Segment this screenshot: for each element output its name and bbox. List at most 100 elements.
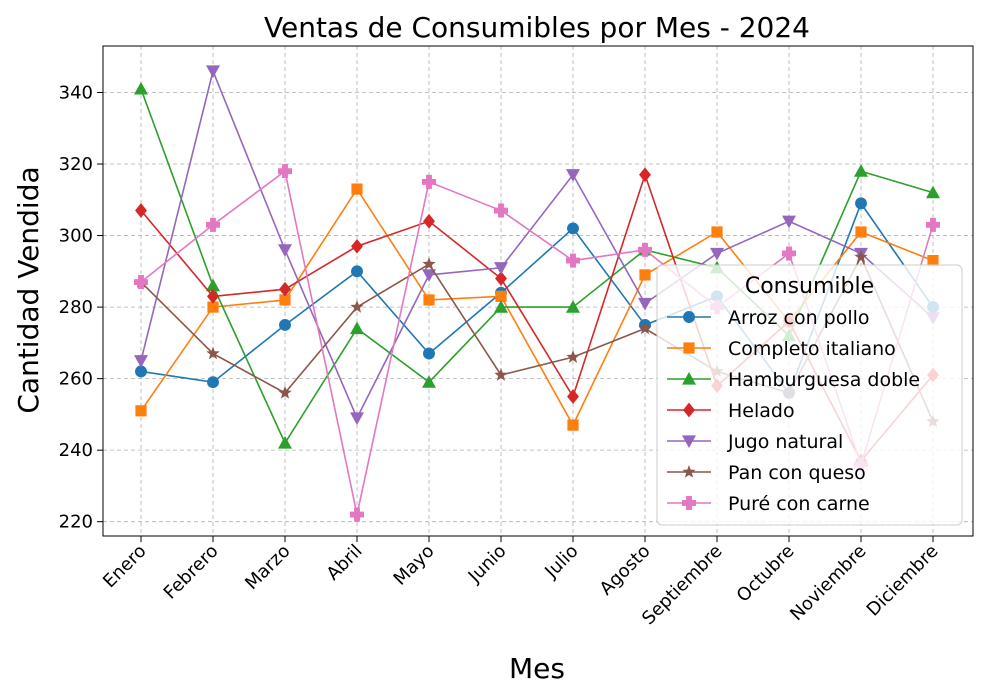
data-point	[926, 217, 940, 232]
data-point	[279, 319, 291, 331]
x-tick-label: Mayo	[390, 541, 439, 590]
legend-item: Pan con queso	[667, 462, 866, 484]
data-point	[782, 246, 796, 261]
x-tick-label: Agosto	[596, 541, 655, 600]
legend-marker	[682, 435, 696, 448]
y-tick-label: 340	[59, 82, 93, 103]
data-point	[566, 169, 580, 182]
plot-frame	[102, 45, 974, 537]
data-point	[422, 269, 436, 282]
data-point	[135, 203, 147, 218]
data-point	[926, 185, 940, 199]
data-point	[495, 271, 507, 286]
data-point	[854, 164, 868, 177]
series-line	[140, 68, 934, 420]
data-point	[422, 375, 436, 388]
legend-label: Arroz con pollo	[728, 307, 870, 329]
data-point	[566, 350, 580, 363]
y-tick-label: 260	[59, 369, 93, 390]
data-point	[494, 300, 508, 313]
legend-item: Helado	[667, 400, 795, 422]
legend-marker	[682, 465, 696, 478]
legend-label: Helado	[728, 400, 795, 422]
legend-label: Jugo natural	[727, 431, 843, 453]
data-point	[278, 385, 292, 399]
data-point	[207, 301, 219, 313]
data-point	[134, 275, 148, 290]
data-point	[495, 290, 507, 302]
data-point	[279, 281, 291, 297]
data-point	[567, 222, 579, 235]
data-point	[566, 300, 580, 313]
data-point	[351, 265, 363, 278]
x-tick-label: Junio	[464, 541, 511, 588]
data-point	[351, 238, 363, 254]
x-tick-label: Octubre	[733, 541, 799, 607]
data-point	[279, 294, 291, 306]
y-tick-label: 220	[59, 512, 93, 533]
x-tick-label: Diciembre	[863, 541, 943, 621]
data-point	[278, 244, 292, 257]
data-point	[423, 347, 435, 360]
y-tick-label: 300	[59, 226, 93, 247]
x-tick-label: Noviembre	[786, 541, 870, 625]
data-point	[494, 262, 508, 275]
data-point	[351, 183, 363, 195]
x-tick-label: Febrero	[160, 541, 223, 604]
data-point	[206, 278, 220, 292]
y-tick-label: 280	[59, 297, 93, 318]
data-point	[206, 346, 220, 360]
data-point	[423, 294, 435, 306]
legend-label: Completo italiano	[728, 338, 896, 360]
data-point	[566, 253, 580, 268]
legend-item: Arroz con pollo	[667, 307, 870, 329]
data-point	[639, 269, 651, 281]
data-point	[135, 405, 147, 417]
legend-label: Pan con queso	[728, 462, 866, 484]
data-point	[135, 365, 147, 378]
x-tick-label: Abril	[323, 541, 367, 585]
data-point	[638, 321, 652, 335]
data-point	[567, 389, 579, 404]
y-axis-title: Cantidad Vendida	[12, 166, 45, 413]
x-tick-label: Julio	[540, 541, 582, 583]
data-point	[711, 226, 723, 238]
data-point	[638, 297, 652, 311]
data-point	[206, 217, 220, 232]
legend-title: Consumible	[745, 274, 874, 299]
data-point	[278, 436, 292, 449]
chart-title: Ventas de Consumibles por Mes - 2024	[264, 11, 810, 44]
data-point	[350, 412, 364, 425]
data-point	[782, 215, 796, 229]
legend-item: Completo italiano	[667, 338, 896, 360]
data-point	[567, 419, 579, 431]
legend-marker	[682, 372, 696, 385]
data-point	[350, 300, 364, 313]
data-point	[494, 203, 508, 218]
legend-label: Hamburguesa doble	[728, 369, 920, 391]
y-tick-label: 240	[59, 440, 93, 461]
data-point	[494, 368, 508, 381]
data-point	[206, 65, 220, 79]
data-point	[638, 242, 652, 257]
x-tick-label: Enero	[99, 541, 151, 593]
data-point	[423, 213, 435, 229]
legend-marker	[683, 342, 695, 354]
y-tick-label: 320	[59, 154, 93, 175]
legend-label: Puré con carne	[728, 493, 870, 515]
legend-item: Puré con carne	[667, 493, 870, 515]
legend-item: Hamburguesa doble	[667, 369, 920, 391]
data-point	[422, 174, 436, 189]
x-axis-title: Mes	[509, 652, 565, 685]
data-point	[422, 257, 436, 270]
legend-marker	[683, 311, 695, 323]
data-point	[134, 81, 148, 95]
data-point	[854, 250, 868, 263]
data-point	[350, 507, 364, 522]
data-point	[639, 167, 651, 183]
data-point	[134, 355, 148, 368]
legend-box	[656, 264, 963, 526]
data-point	[710, 247, 724, 261]
x-tick-label: Marzo	[241, 541, 294, 594]
